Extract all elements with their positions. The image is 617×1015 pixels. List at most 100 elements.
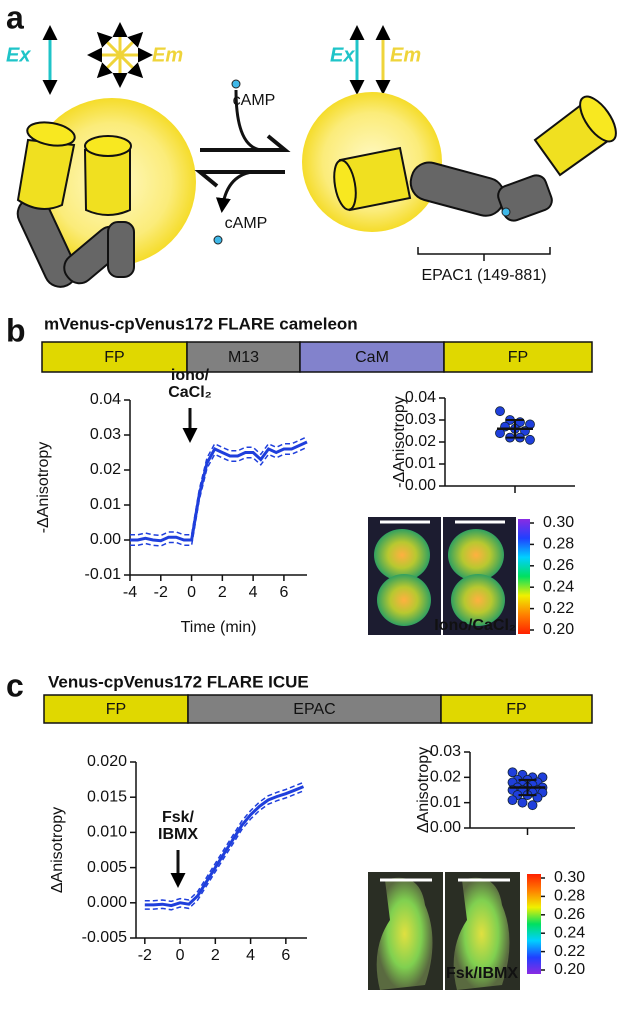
domain-block xyxy=(187,694,442,724)
error-band-line xyxy=(130,446,308,547)
emission-label: Em xyxy=(152,44,183,66)
data-point xyxy=(525,434,535,445)
x-tick-label: 6 xyxy=(279,584,288,601)
colorbar-tick-label: 0.28 xyxy=(554,888,585,905)
y-tick-label: 0.02 xyxy=(430,769,461,786)
x-axis-label: Time (min) xyxy=(181,619,257,636)
y-tick-label: 0.00 xyxy=(90,531,121,548)
data-point xyxy=(517,797,528,808)
domain-block xyxy=(443,341,593,373)
domain-label: M13 xyxy=(228,349,259,366)
colorbar-tick-label: 0.22 xyxy=(543,600,574,617)
sd-bar xyxy=(518,778,537,797)
data-point xyxy=(507,767,518,778)
y-axis-label: ΔAnisotropy xyxy=(49,807,66,893)
x-tick-label: 4 xyxy=(249,584,258,601)
stimulus-label: IBMX xyxy=(158,826,198,843)
camp-dot xyxy=(213,235,223,245)
y-tick-label: -0.01 xyxy=(85,566,122,583)
x-tick-label: 2 xyxy=(218,584,227,601)
colorbar-tick-label: 0.20 xyxy=(543,621,574,638)
y-tick-label: 0.04 xyxy=(405,389,436,406)
micrographs xyxy=(368,872,520,990)
excitation-label: Ex xyxy=(330,44,355,66)
y-tick-label: 0.005 xyxy=(87,859,127,876)
sensor-open xyxy=(16,121,135,288)
y-tick-label: 0.01 xyxy=(90,496,121,513)
colorbar-tick-label: 0.26 xyxy=(554,906,585,923)
panel-title: Venus-cpVenus172 FLARE ICUE xyxy=(48,672,309,691)
error-band-line xyxy=(130,436,308,537)
panel-label: b xyxy=(6,312,26,348)
y-tick-label: 0.000 xyxy=(87,894,127,911)
mean-line xyxy=(130,440,308,543)
colorbar-tick-label: 0.22 xyxy=(554,943,585,960)
y-tick-label: 0.020 xyxy=(87,753,127,770)
y-axis-label: -ΔAnisotropy xyxy=(391,396,408,488)
y-tick-label: 0.00 xyxy=(430,819,461,836)
y-tick-label: 0.02 xyxy=(405,433,436,450)
x-tick-label: 6 xyxy=(281,947,290,964)
panel-label: c xyxy=(6,667,24,703)
y-tick-label: 0.01 xyxy=(405,455,436,472)
x-tick-label: 0 xyxy=(187,584,196,601)
reaction-arrows xyxy=(194,89,291,213)
sd-bar xyxy=(506,419,524,439)
colorbar-tick-label: 0.26 xyxy=(543,557,574,574)
y-tick-label: 0.03 xyxy=(405,411,436,428)
excitation-label: Ex xyxy=(6,44,31,66)
x-tick-label: -2 xyxy=(138,947,152,964)
colorbar-tick-label: 0.20 xyxy=(554,961,585,978)
colorbar-tick-label: 0.30 xyxy=(543,514,574,531)
x-tick-label: -2 xyxy=(154,584,168,601)
domain-label: FP xyxy=(106,701,126,718)
colorbar-tick-label: 0.24 xyxy=(554,924,585,941)
x-tick-label: 2 xyxy=(211,947,220,964)
x-tick-label: 4 xyxy=(246,947,255,964)
camp-dot xyxy=(501,207,511,217)
y-tick-label: 0.01 xyxy=(430,794,461,811)
colorbar-tick-label: 0.24 xyxy=(543,578,574,595)
y-tick-label: 0.04 xyxy=(90,391,121,408)
domain-label: FP xyxy=(508,349,528,366)
construct-bracket xyxy=(417,247,551,261)
ligand-label: cAMP xyxy=(225,215,268,232)
domain-block xyxy=(440,694,593,724)
image-annotation: Fsk/IBMX xyxy=(446,965,518,982)
colorbar xyxy=(527,874,541,974)
emission-arrows xyxy=(87,22,153,88)
y-tick-label: 0.00 xyxy=(405,477,436,494)
data-point xyxy=(495,428,505,439)
domain-block xyxy=(186,341,301,373)
image-annotation: Iono/CaCl₂ xyxy=(434,617,516,634)
domain-label: FP xyxy=(506,701,526,718)
x-tick-label: -4 xyxy=(123,584,137,601)
data-point xyxy=(527,800,538,811)
data-point xyxy=(507,795,518,806)
y-tick-label: 0.03 xyxy=(90,426,121,443)
colorbar-tick-label: 0.30 xyxy=(554,869,585,886)
y-tick-label: -0.005 xyxy=(82,929,127,946)
camp-dot xyxy=(231,79,241,89)
mean-line xyxy=(144,785,305,908)
error-band-line xyxy=(144,790,304,911)
sensor-closed xyxy=(333,95,617,222)
y-axis-label: ΔAnisotropy xyxy=(415,747,432,833)
panel-title: mVenus-cpVenus172 FLARE cameleon xyxy=(44,314,358,333)
domain-block xyxy=(41,341,188,373)
domain-block xyxy=(299,341,445,373)
y-axis-label: -ΔAnisotropy xyxy=(35,442,52,534)
y-tick-label: 0.010 xyxy=(87,824,127,841)
panel-label: a xyxy=(6,0,24,35)
domain-label: CaM xyxy=(355,349,389,366)
y-tick-label: 0.02 xyxy=(90,461,121,478)
micrographs xyxy=(368,517,516,635)
stimulus-label: Fsk/ xyxy=(162,809,195,826)
x-tick-label: 0 xyxy=(176,947,185,964)
domain-label: FP xyxy=(104,349,124,366)
y-tick-label: 0.03 xyxy=(430,743,461,760)
domain-label: EPAC xyxy=(293,701,335,718)
